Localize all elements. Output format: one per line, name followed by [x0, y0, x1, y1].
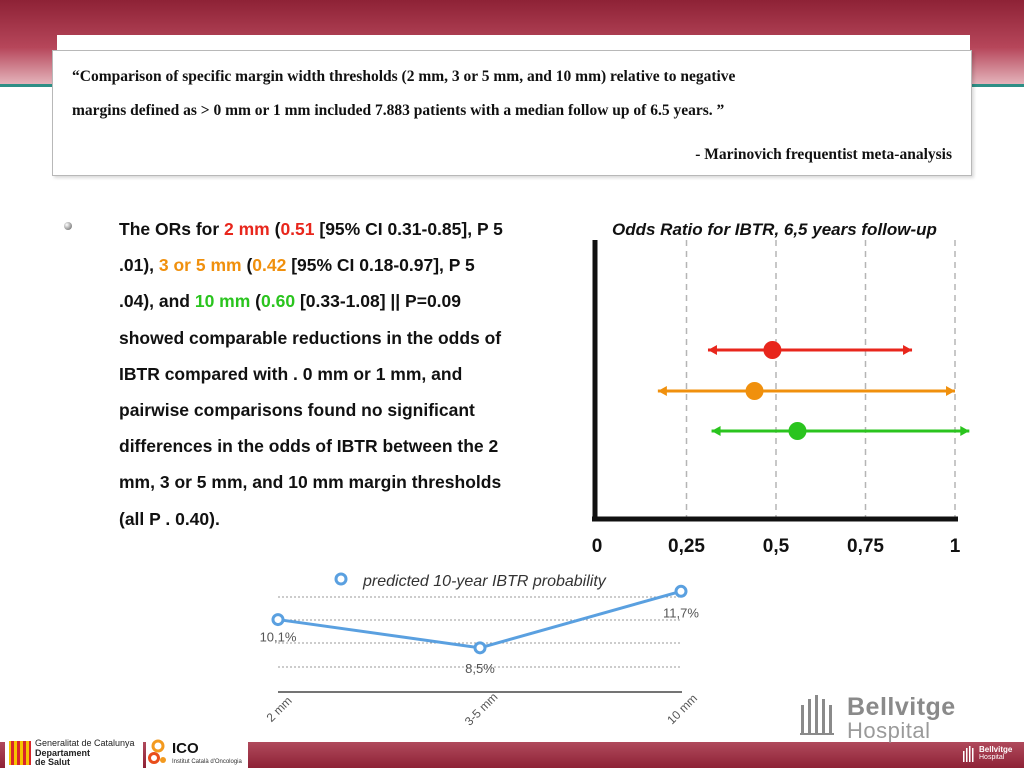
bellvitge-small-logo: Bellvitge Hospital — [962, 743, 1022, 767]
gencat-logo: Generalitat de Catalunya Departament de … — [5, 737, 143, 768]
bellvitge-bars-icon — [800, 695, 834, 735]
ico-subtitle: Institut Català d'Oncologia — [172, 759, 242, 765]
or-ci-arrow-right-1 — [946, 386, 955, 396]
prob-category-label-0: 2 mm — [264, 694, 295, 725]
or-ci-arrow-left-0 — [707, 345, 717, 355]
or-grid — [685, 240, 956, 517]
bellvitge-subtitle: Hospital — [847, 718, 931, 743]
or-ci-arrow-left-1 — [657, 386, 667, 396]
bullet-text-13: [0.33-1.08] || P=0.09 showed comparable … — [119, 291, 502, 529]
odds-ratio-chart: 0 0,25 0,5 0,75 1 — [592, 240, 970, 557]
gencat-text: Generalitat de Catalunya Departament de … — [35, 738, 135, 768]
bullet-text-7: ( — [241, 255, 253, 276]
value-10mm: 0.60 — [261, 291, 296, 312]
or-series — [657, 341, 970, 440]
bellvitge-small-name: Bellvitge — [979, 745, 1013, 754]
or-tick-label-1: 0,25 — [668, 536, 705, 557]
or-chart-title: Odds Ratio for IBTR, 6,5 years follow-up — [612, 220, 937, 239]
quote-box — [52, 50, 972, 176]
accent-rule-left — [0, 84, 55, 87]
or-point-2 — [788, 422, 807, 440]
bellvitge-logo: Bellvitge Hospital — [800, 693, 980, 743]
prob-data-label-1: 8,5% — [465, 661, 495, 676]
quote-text: “Comparison of specific margin width thr… — [72, 60, 952, 128]
prob-series — [271, 584, 688, 655]
quote-line-2: margins defined as > 0 mm or 1 mm includ… — [72, 102, 725, 119]
prob-data-label-0: 10,1% — [260, 630, 297, 645]
bullet-paragraph: The ORs for 2 mm (0.51 [95% CI 0.31-0.85… — [119, 211, 514, 537]
accent-rule-right — [963, 84, 1024, 87]
prob-point-2 — [674, 584, 688, 598]
gencat-line-3: de Salut — [35, 757, 71, 767]
prob-category-label-1: 3-5 mm — [462, 690, 501, 729]
or-ticks: 0 0,25 0,5 0,75 1 — [592, 536, 961, 557]
gencat-line-1: Generalitat de Catalunya — [35, 738, 135, 748]
bullet-text-3: ( — [269, 219, 281, 239]
prob-category-label-2: 10 mm — [664, 691, 700, 727]
bullet-icon — [64, 222, 72, 230]
legend-label: predicted 10-year IBTR probability — [362, 573, 607, 590]
bullet-text-5: [95% CI 0.31-0.85], P 5 .01), — [119, 219, 503, 276]
or-tick-label-4: 1 — [950, 536, 961, 557]
prob-point-0 — [271, 613, 285, 627]
bullet-text-11: ( — [250, 291, 262, 312]
gencat-flag-icon — [9, 741, 31, 765]
or-point-1 — [745, 382, 764, 400]
label-3-5mm: 3 or 5 mm — [158, 255, 242, 276]
bellvitge-small-subtitle: Hospital — [979, 754, 1005, 761]
or-ci-arrow-right-2 — [960, 426, 970, 436]
value-3-5mm: 0.42 — [252, 255, 287, 276]
ico-logo: ICO Institut Català d'Oncologia — [146, 737, 248, 768]
gencat-line-2: Departament — [35, 747, 91, 758]
ico-symbol-icon — [148, 739, 166, 764]
bullet-text-9: [95% CI 0.18-0.97], P 5 .04), and — [119, 255, 475, 312]
bullet-text-1: The ORs for — [119, 219, 225, 239]
quote-author: - Marinovich frequentist meta-analysis — [695, 146, 952, 163]
or-point-0 — [763, 341, 782, 359]
prob-point-1 — [473, 641, 487, 655]
or-ci-arrow-left-2 — [711, 426, 721, 436]
quote-box-top — [57, 35, 970, 50]
or-tick-label-0: 0 — [592, 536, 603, 557]
bellvitge-name: Bellvitge — [847, 693, 956, 721]
prob-data-label-2: 11,7% — [663, 605, 699, 620]
quote-line-1: “Comparison of specific margin width thr… — [72, 68, 736, 85]
legend-marker — [334, 572, 348, 586]
label-2mm: 2 mm — [224, 219, 270, 239]
label-10mm: 10 mm — [194, 291, 251, 312]
probability-chart: predicted 10-year IBTR probability 10,1%… — [260, 572, 700, 729]
ico-name: ICO — [172, 740, 199, 757]
bellvitge-small-bars-icon — [963, 746, 974, 762]
or-tick-label-3: 0,75 — [847, 536, 884, 557]
or-ci-arrow-right-0 — [903, 345, 913, 355]
value-2mm: 0.51 — [280, 219, 315, 239]
or-tick-label-2: 0,5 — [763, 536, 790, 557]
